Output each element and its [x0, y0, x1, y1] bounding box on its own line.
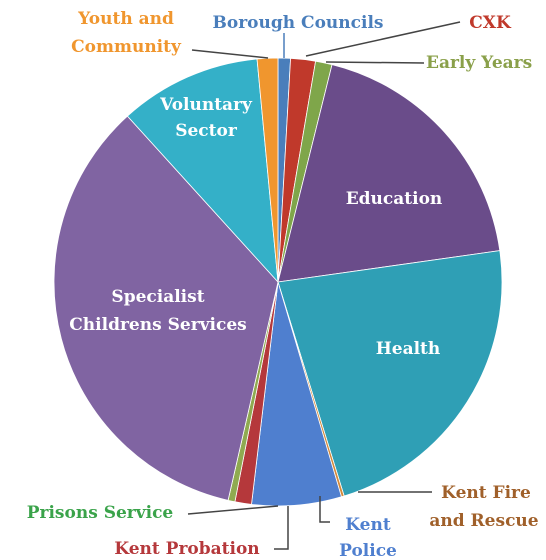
leader-lines [187, 21, 461, 550]
leader-probation [274, 506, 289, 550]
label-early: Early Years [426, 53, 532, 73]
leader-youth [191, 49, 269, 59]
label-cxk: CXK [469, 13, 512, 33]
label-prisons: Prisons Service [27, 503, 174, 523]
label-fire-line1: Kent Fire [441, 483, 531, 503]
label-health: Health [376, 339, 441, 359]
slice-voluntary-sector [126, 58, 279, 284]
label-youth-line2: Community [71, 37, 182, 57]
label-police-line1: Kent [345, 515, 391, 535]
slice-health [277, 250, 503, 497]
label-probation: Kent Probation [114, 539, 259, 559]
label-specialist-line1: Specialist [111, 287, 204, 307]
slice-specialist-childrens-services [53, 115, 279, 501]
pie-slices [53, 57, 503, 507]
leader-early [325, 61, 425, 64]
label-specialist-line2: Childrens Services [69, 315, 246, 335]
label-police-line2: Police [339, 541, 397, 560]
leader-police [319, 496, 330, 523]
label-voluntary-line1: Voluntary [159, 95, 253, 115]
label-education: Education [346, 189, 443, 209]
label-fire-line2: and Rescue [429, 511, 538, 531]
label-voluntary-line2: Sector [175, 121, 238, 141]
label-borough: Borough Councils [213, 13, 384, 33]
label-youth-line1: Youth and [77, 9, 174, 29]
leader-prisons [187, 505, 279, 515]
slice-education [277, 64, 501, 283]
leader-cxk [305, 21, 461, 57]
